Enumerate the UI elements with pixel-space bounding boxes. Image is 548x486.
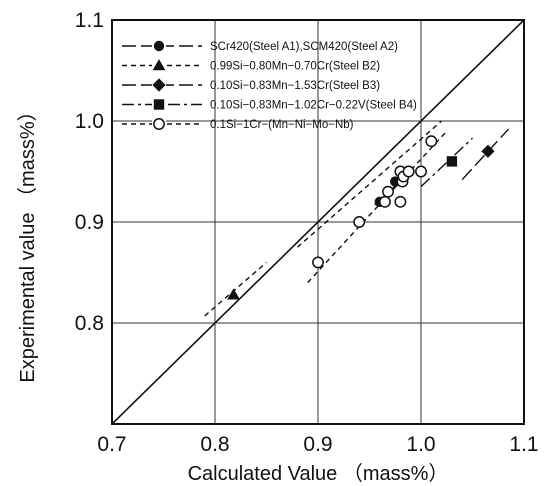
series-2-point — [227, 288, 240, 300]
series-5-point — [394, 195, 407, 208]
x-tick-label: 1.0 — [406, 433, 435, 456]
x-axis-label: Calculated Value （mass%） — [188, 462, 449, 485]
series-5-point — [415, 165, 427, 178]
x-tick-label: 1.1 — [509, 433, 538, 456]
series-5-point — [353, 216, 366, 228]
x-tick-label: 0.7 — [97, 433, 126, 456]
legend-marker-symbol — [152, 59, 166, 71]
ticks-layer: 0.7 0.8 0.9 1.0 1.1 0.8 0.9 1.0 1.1 — [75, 9, 539, 456]
reference-line — [111, 19, 525, 425]
series-3-band-line — [461, 128, 510, 181]
legend-marker — [152, 78, 166, 92]
series-5-point — [402, 165, 415, 178]
reference-layer — [111, 19, 525, 425]
legend-marker — [152, 58, 166, 73]
y-axis-label: Experimental value （mass%） — [16, 101, 39, 382]
legend-marker — [152, 97, 166, 112]
legend-marker-symbol — [153, 40, 165, 52]
series-5-band-line — [296, 120, 443, 248]
legend-label: 0.10Si−0.83Mn−1.53Cr(Steel B3) — [210, 80, 380, 92]
y-tick-label: 1.1 — [75, 9, 104, 32]
legend-marker-symbol — [153, 99, 165, 110]
series-5-point — [425, 135, 438, 148]
legend-label: 0.10Si−0.83Mn−1.02Cr−0.22V(Steel B4) — [210, 100, 417, 112]
x-tick-label: 0.9 — [303, 433, 332, 456]
legend-marker — [152, 39, 166, 53]
legend-marker-symbol — [152, 78, 166, 92]
series-5-point — [312, 256, 324, 269]
legend-marker-symbol — [153, 118, 165, 130]
legend-label: SCr420(Steel A1),SCM420(Steel A2) — [210, 41, 398, 53]
legend-label: 0.99Si−0.80Mn−0.70Cr(Steel B2) — [210, 61, 380, 73]
plot-frame — [111, 19, 525, 425]
legend-marker — [152, 117, 166, 131]
x-tick-label: 0.8 — [200, 433, 229, 456]
y-tick-label: 1.0 — [75, 110, 104, 133]
series-5-point — [382, 185, 394, 198]
points-layer — [227, 135, 495, 300]
y-tick-label: 0.8 — [75, 312, 104, 335]
legend: SCr420(Steel A1),SCM420(Steel A2) 0.99Si−… — [122, 39, 417, 131]
series-3-point — [481, 144, 495, 158]
series-5-band-line — [307, 130, 448, 284]
series-4-point — [446, 156, 458, 167]
legend-label: 0.1Si−1Cr−(Mn−Ni−Mo−Nb) — [210, 119, 354, 131]
y-tick-label: 0.9 — [75, 211, 104, 234]
series-5-point — [379, 195, 391, 208]
series-2-band-line — [204, 261, 267, 317]
series-4-band-line — [420, 137, 473, 188]
